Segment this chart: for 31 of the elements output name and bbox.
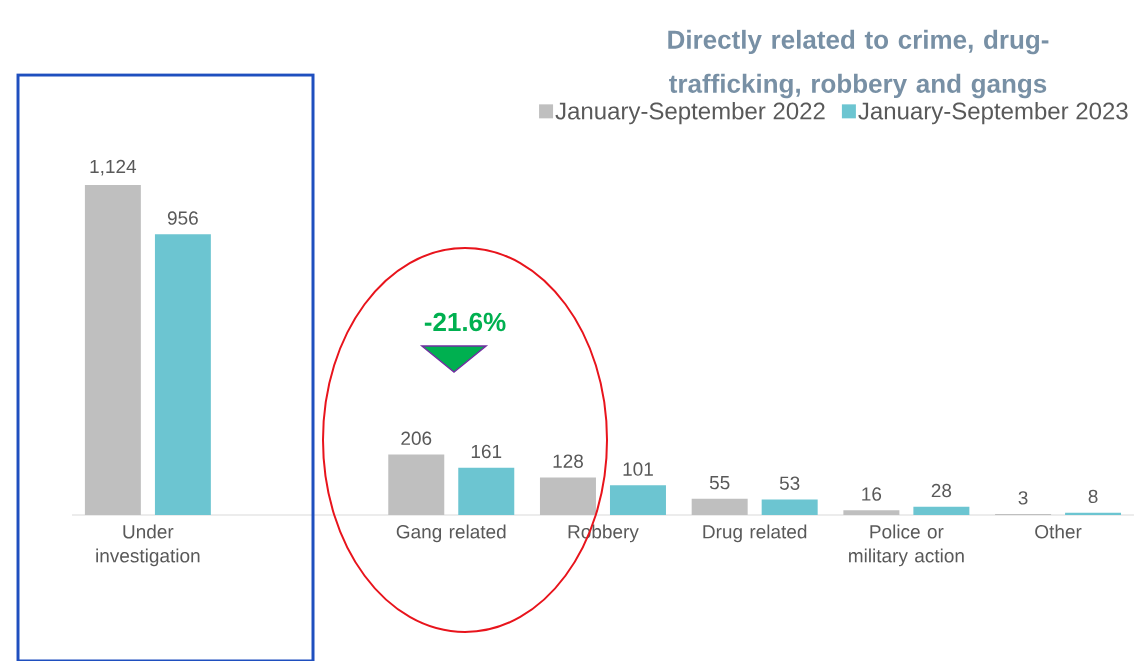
bar — [691, 498, 748, 515]
legend-label: January-September 2023 — [858, 101, 1128, 125]
legend-label: January-September 2022 — [555, 101, 825, 125]
annotation: -21.6% — [424, 312, 506, 332]
x-tick-label: Under investigation — [96, 524, 200, 567]
data-label: 956 — [167, 211, 198, 225]
bar — [761, 499, 818, 515]
bar — [154, 234, 211, 515]
bar — [84, 184, 141, 515]
bar — [388, 454, 445, 515]
bar — [913, 506, 970, 515]
data-label: 28 — [931, 483, 952, 498]
data-label: 8 — [1088, 489, 1098, 504]
bar — [843, 510, 900, 515]
bar — [609, 485, 666, 515]
data-label: 16 — [862, 487, 882, 501]
data-label: 55 — [709, 476, 730, 490]
x-tick-label: Other — [1035, 524, 1082, 539]
data-label: 53 — [779, 476, 800, 490]
x-tick-label: Gang related — [396, 524, 506, 543]
data-label: 101 — [623, 462, 653, 476]
data-label: 206 — [401, 431, 432, 445]
data-label: 1,124 — [90, 159, 137, 176]
data-label: 161 — [471, 444, 502, 459]
chart-title: Directly related to crime, drug-trafficking, robbery and gangs — [668, 29, 1049, 99]
x-tick-label: Drug related — [703, 524, 807, 543]
bar — [539, 477, 596, 515]
data-label: 128 — [553, 454, 583, 468]
x-tick-label: Police or military action — [849, 524, 964, 567]
bar — [458, 467, 515, 515]
data-label: 3 — [1018, 491, 1028, 505]
